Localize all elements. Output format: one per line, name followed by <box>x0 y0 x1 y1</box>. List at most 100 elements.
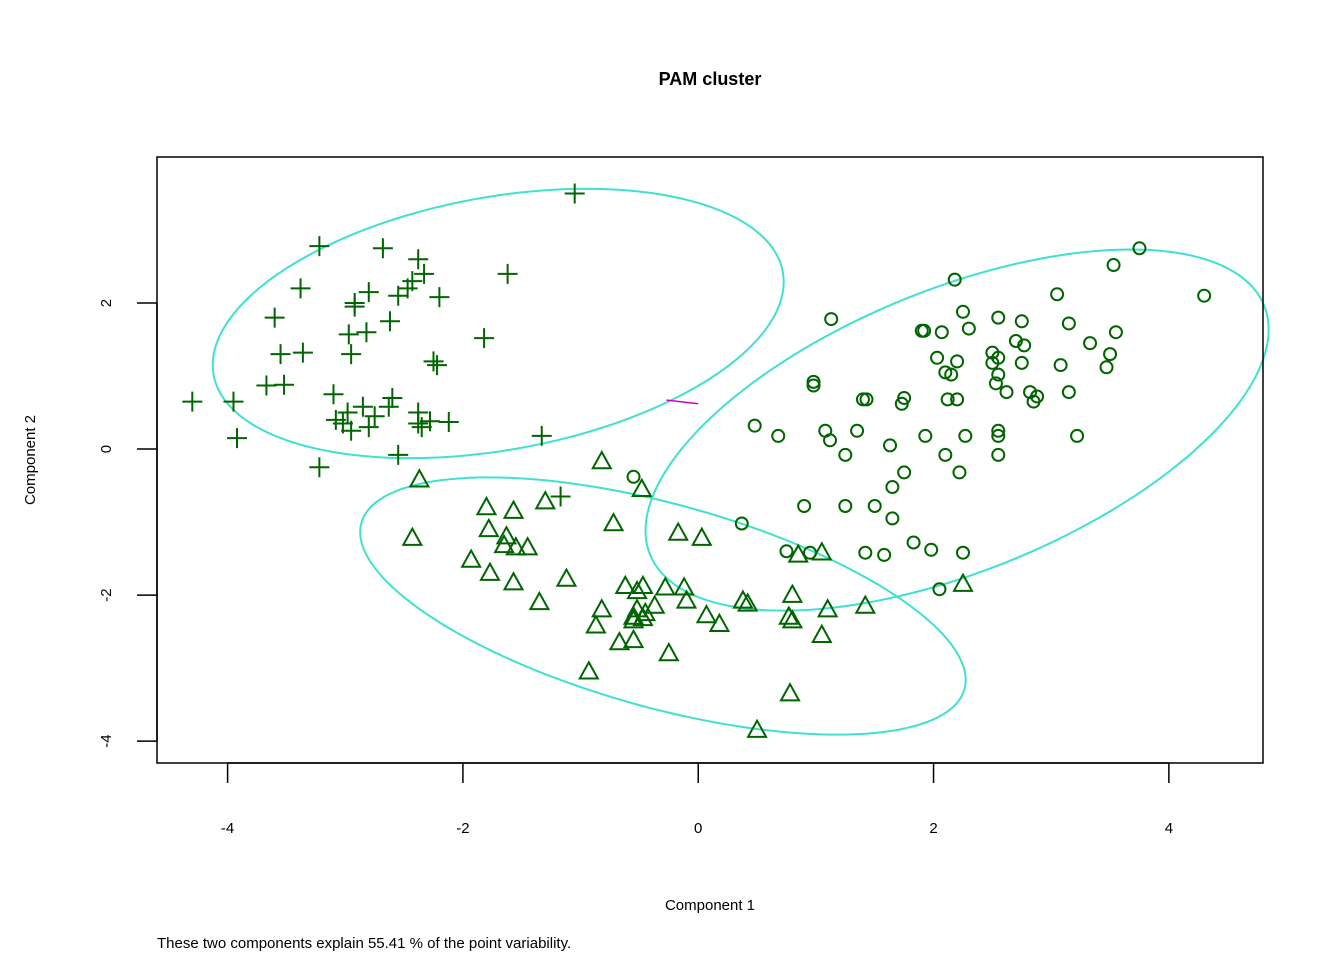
circle-point <box>1050 287 1065 302</box>
triangle-point <box>632 606 654 627</box>
plus-point <box>338 324 359 345</box>
triangle-point <box>626 579 648 600</box>
circle-point <box>955 545 970 560</box>
triangle-point <box>408 468 431 488</box>
triangle-point <box>555 567 578 587</box>
circle-point <box>1053 358 1068 373</box>
circle-point <box>626 469 641 484</box>
y-tick-label: 2 <box>98 299 115 307</box>
y-axis: -4 -2 0 2 <box>98 299 158 748</box>
triangle-point <box>644 594 666 614</box>
circle-point <box>885 511 900 526</box>
circle-point <box>897 465 912 480</box>
circle-point <box>940 392 955 407</box>
plus-point <box>419 411 440 432</box>
triangle-point <box>811 623 833 643</box>
circle-point <box>779 544 794 559</box>
circle-point <box>806 374 821 389</box>
triangle-point <box>787 543 809 563</box>
triangle-point <box>578 660 600 680</box>
circle-point <box>1099 360 1114 375</box>
triangle-point <box>502 571 525 591</box>
plus-point <box>352 396 373 417</box>
circle-point <box>955 304 970 319</box>
cluster-ellipse-1 <box>211 187 785 460</box>
x-tick-label: 4 <box>1165 820 1173 837</box>
plus-point <box>550 486 571 507</box>
triangle-point <box>608 631 631 651</box>
circle-point <box>1061 385 1076 400</box>
circle-point <box>771 428 786 443</box>
plus-point <box>290 278 311 299</box>
plus-point <box>408 413 429 434</box>
plus-point <box>564 183 585 204</box>
x-axis-label: Component 1 <box>665 897 755 914</box>
circle-point <box>1070 428 1085 443</box>
plus-point <box>414 263 435 284</box>
triangle-point <box>591 598 613 618</box>
circle-point <box>924 542 939 557</box>
triangle-point <box>675 589 698 609</box>
triangle-point <box>654 576 676 596</box>
circle-point <box>988 376 1003 391</box>
circle-point <box>1014 314 1029 329</box>
triangle-point <box>779 682 801 702</box>
circle-point <box>950 392 965 407</box>
plus-point <box>378 396 399 417</box>
circle-point <box>947 272 962 287</box>
plus-point <box>497 263 518 284</box>
plus-point <box>341 420 362 441</box>
x-tick-label: 2 <box>929 820 937 837</box>
circle-point <box>1014 355 1029 370</box>
circle-point <box>806 378 821 393</box>
circle-point <box>930 350 945 365</box>
circle-point <box>1103 347 1118 362</box>
circle-point <box>1023 385 1038 400</box>
plus-point <box>358 417 379 438</box>
data-points <box>182 183 1212 738</box>
variability-footnote: These two components explain 55.41 % of … <box>157 935 571 952</box>
plus-point <box>379 311 400 332</box>
plus-point <box>309 457 330 478</box>
circle-point <box>1132 241 1147 256</box>
triangle-point <box>602 512 625 532</box>
plus-point <box>292 342 313 363</box>
circle-point <box>824 312 839 327</box>
plus-point <box>382 387 403 408</box>
circle-point <box>885 480 900 495</box>
triangle-point <box>736 592 759 612</box>
circle-point <box>958 428 973 443</box>
circle-point <box>1106 258 1121 273</box>
triangle-point <box>495 525 518 545</box>
circle-point <box>985 355 1000 370</box>
triangle-point <box>478 517 500 538</box>
circle-point <box>999 385 1014 400</box>
circle-point <box>894 396 909 411</box>
circle-point <box>859 392 874 407</box>
cluster-connector-1 <box>666 399 699 405</box>
plus-point <box>531 425 552 446</box>
circle-point <box>867 498 882 513</box>
triangle-point <box>781 609 804 629</box>
triangle-point <box>816 598 839 618</box>
plus-point <box>323 384 344 405</box>
plus-point <box>344 296 365 317</box>
plus-point <box>337 402 358 423</box>
x-tick-label: -2 <box>456 820 469 837</box>
plus-point <box>397 278 418 299</box>
circle-point <box>883 438 898 453</box>
circle-point <box>952 465 967 480</box>
triangle-point <box>528 590 551 611</box>
circle-point <box>838 447 853 462</box>
x-axis: -4 -2 0 2 4 <box>221 762 1173 837</box>
circle-point <box>991 367 1006 382</box>
triangle-point <box>460 548 482 568</box>
plus-point <box>223 391 244 412</box>
y-axis-label: Component 2 <box>22 415 39 505</box>
plus-point <box>264 307 285 328</box>
circle-point <box>877 547 892 562</box>
circle-point <box>1061 316 1076 331</box>
plus-point <box>372 238 393 259</box>
plus-point <box>270 344 291 365</box>
